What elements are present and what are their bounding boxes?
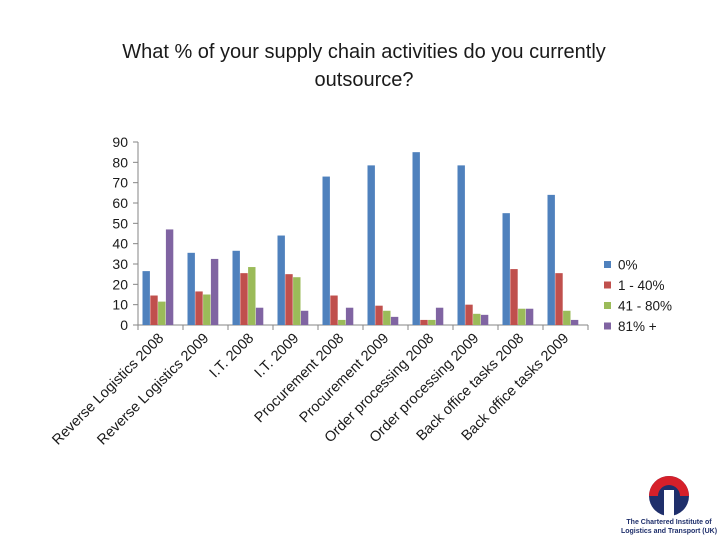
bar xyxy=(367,165,375,325)
bar xyxy=(285,274,293,325)
bar xyxy=(232,250,240,325)
bar xyxy=(240,273,248,325)
bar xyxy=(300,310,309,325)
legend-label: 81% + xyxy=(618,319,657,334)
bar xyxy=(345,307,354,325)
y-tick-label: 40 xyxy=(112,236,128,252)
legend-swatch xyxy=(604,302,611,309)
bar xyxy=(255,307,264,325)
legend-label: 41 - 80% xyxy=(618,299,672,314)
bar xyxy=(428,319,436,325)
bar xyxy=(563,310,571,325)
bar xyxy=(570,319,579,325)
bar xyxy=(383,310,391,325)
bar xyxy=(293,277,301,325)
logo-caption: The Chartered Institute of Logistics and… xyxy=(612,518,726,536)
y-tick-label: 10 xyxy=(112,297,128,313)
chart-title-line-1: What % of your supply chain activities d… xyxy=(122,41,606,63)
legend-label: 0% xyxy=(618,258,638,273)
bar xyxy=(375,305,383,325)
bar xyxy=(435,307,444,325)
bar xyxy=(480,314,489,325)
y-tick-label: 50 xyxy=(112,215,128,231)
bar xyxy=(165,229,174,325)
bar xyxy=(510,269,518,325)
logo-line-1: The Chartered Institute of xyxy=(626,519,712,526)
bar xyxy=(158,301,166,325)
bar xyxy=(150,295,158,325)
bar xyxy=(525,308,534,325)
bar xyxy=(338,319,346,325)
legend-swatch xyxy=(604,261,611,268)
bar xyxy=(547,194,555,325)
y-tick-label: 30 xyxy=(112,256,128,272)
x-tick-label: I.T. 2008 xyxy=(207,331,258,382)
legend-swatch xyxy=(604,322,611,330)
bar xyxy=(420,319,428,325)
chart-title-line-2: outsource? xyxy=(314,69,414,91)
y-tick-label: 0 xyxy=(120,317,128,333)
y-tick-label: 60 xyxy=(112,195,128,211)
bar xyxy=(412,152,420,325)
bar xyxy=(555,273,563,325)
bar xyxy=(210,258,219,325)
bar xyxy=(465,304,473,325)
bar xyxy=(473,313,481,325)
legend-label: 1 - 40% xyxy=(618,278,665,293)
chart-title: What % of your supply chain activities d… xyxy=(60,38,668,94)
y-tick-label: 80 xyxy=(112,154,128,170)
bar xyxy=(203,294,211,325)
y-tick-label: 70 xyxy=(112,175,128,191)
bar xyxy=(277,235,285,325)
bar xyxy=(518,308,526,325)
bar xyxy=(195,291,203,325)
bar xyxy=(457,165,465,325)
bar xyxy=(322,176,330,325)
bar xyxy=(330,295,338,325)
ciltuk-logo-icon xyxy=(649,476,689,516)
bar xyxy=(248,267,256,325)
bar xyxy=(502,213,510,325)
bar xyxy=(187,252,195,325)
y-tick-label: 20 xyxy=(112,276,128,292)
legend-swatch xyxy=(604,281,611,289)
bar xyxy=(142,271,150,325)
bar xyxy=(390,316,399,325)
logo-line-2: Logistics and Transport (UK) xyxy=(620,528,718,535)
y-tick-label: 90 xyxy=(112,134,128,150)
